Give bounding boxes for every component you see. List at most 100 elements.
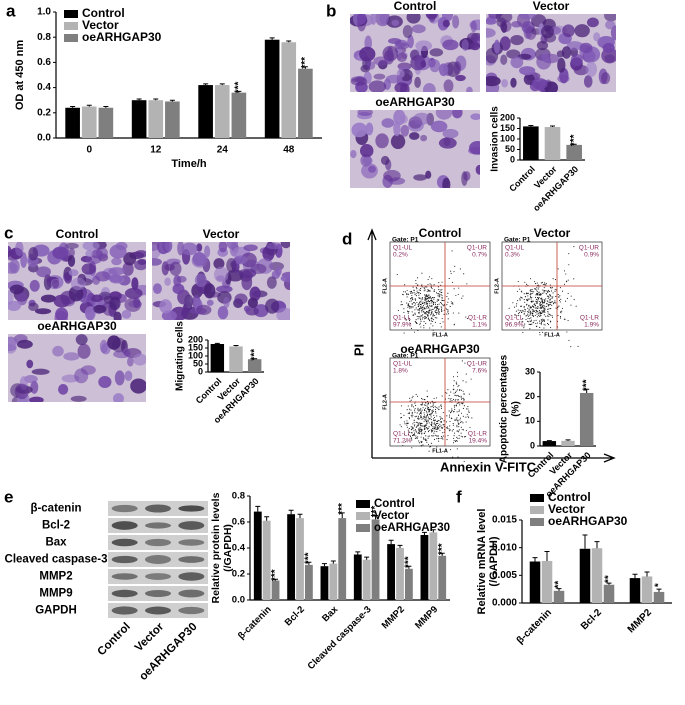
- event-dot: [530, 294, 531, 295]
- blot-band: [145, 522, 171, 528]
- event-dot: [441, 436, 442, 437]
- event-dot: [411, 416, 412, 417]
- event-dot: [427, 314, 428, 315]
- event-dot: [465, 317, 466, 318]
- event-dot: [454, 409, 455, 410]
- event-dot: [456, 405, 457, 406]
- event-dot: [540, 293, 541, 294]
- event-dot: [422, 317, 423, 318]
- event-dot: [427, 390, 428, 391]
- event-dot: [440, 323, 441, 324]
- event-dot: [541, 310, 542, 311]
- event-dot: [535, 308, 536, 309]
- event-dot: [437, 306, 438, 307]
- event-dot: [560, 299, 561, 300]
- event-dot: [407, 423, 408, 424]
- event-dot: [527, 295, 528, 296]
- event-dot: [419, 324, 420, 325]
- y-axis-label: (%): [511, 401, 522, 417]
- cell: [184, 294, 193, 307]
- blot-row-label: MMP2: [39, 571, 72, 583]
- event-dot: [530, 289, 531, 290]
- event-dot: [421, 299, 422, 300]
- event-dot: [423, 412, 424, 413]
- event-dot: [419, 422, 420, 423]
- event-dot: [423, 311, 424, 312]
- event-dot: [431, 278, 432, 279]
- cell: [74, 368, 88, 383]
- event-dot: [438, 309, 439, 310]
- event-dot: [428, 295, 429, 296]
- event-dot: [546, 303, 547, 304]
- x-tick-label: Cleaved caspase-3: [306, 604, 374, 672]
- cell: [30, 280, 40, 292]
- event-dot: [446, 421, 447, 422]
- event-dot: [427, 291, 428, 292]
- y-axis-label: Invasion cells: [490, 106, 501, 172]
- event-dot: [457, 389, 458, 390]
- event-dot: [550, 295, 551, 296]
- blot-band: [178, 590, 204, 598]
- y-tick-label: 50: [505, 144, 515, 154]
- event-dot: [424, 288, 425, 289]
- y-axis-label: Apoptotic percentages: [499, 354, 510, 463]
- event-dot: [431, 443, 432, 444]
- bar: [298, 69, 313, 138]
- event-dot: [527, 293, 528, 294]
- event-dot: [427, 414, 428, 415]
- event-dot: [546, 283, 547, 284]
- event-dot: [416, 295, 417, 296]
- event-dot: [558, 306, 559, 307]
- cell: [243, 244, 257, 251]
- cell: [109, 296, 120, 310]
- bar: [387, 544, 395, 600]
- legend-swatch: [64, 10, 78, 18]
- cell: [510, 78, 516, 88]
- event-dot: [521, 297, 522, 298]
- event-dot: [426, 301, 427, 302]
- event-dot: [462, 422, 463, 423]
- blot-band: [145, 555, 171, 564]
- event-dot: [536, 287, 537, 288]
- cell: [463, 171, 470, 181]
- event-dot: [535, 283, 536, 284]
- legend-swatch: [530, 494, 544, 502]
- event-dot: [542, 332, 543, 333]
- event-dot: [401, 426, 402, 427]
- event-dot: [530, 307, 531, 308]
- event-dot: [524, 325, 525, 326]
- cell: [172, 284, 184, 294]
- event-dot: [529, 324, 530, 325]
- event-dot: [397, 274, 398, 275]
- event-dot: [434, 307, 435, 308]
- event-dot: [412, 412, 413, 413]
- event-dot: [436, 314, 437, 315]
- event-dot: [538, 287, 539, 288]
- event-dot: [440, 421, 441, 422]
- error-bar: [595, 542, 600, 549]
- event-dot: [555, 289, 556, 290]
- bar: [254, 512, 262, 600]
- event-dot: [532, 311, 533, 312]
- event-dot: [526, 315, 527, 316]
- cell: [147, 258, 162, 266]
- cell: [470, 113, 481, 120]
- event-dot: [447, 426, 448, 427]
- event-dot: [438, 441, 439, 442]
- event-dot: [404, 421, 405, 422]
- error-bar: [298, 514, 303, 518]
- event-dot: [535, 323, 536, 324]
- event-dot: [443, 420, 444, 421]
- event-dot: [537, 323, 538, 324]
- event-dot: [441, 326, 442, 327]
- event-dot: [431, 299, 432, 300]
- event-dot: [520, 306, 521, 307]
- event-dot: [433, 407, 434, 408]
- event-dot: [544, 306, 545, 307]
- event-dot: [531, 297, 532, 298]
- event-dot: [457, 403, 458, 404]
- event-dot: [531, 324, 532, 325]
- event-dot: [456, 426, 457, 427]
- event-dot: [422, 318, 423, 319]
- y-axis-label: (/GAPDH): [222, 524, 234, 572]
